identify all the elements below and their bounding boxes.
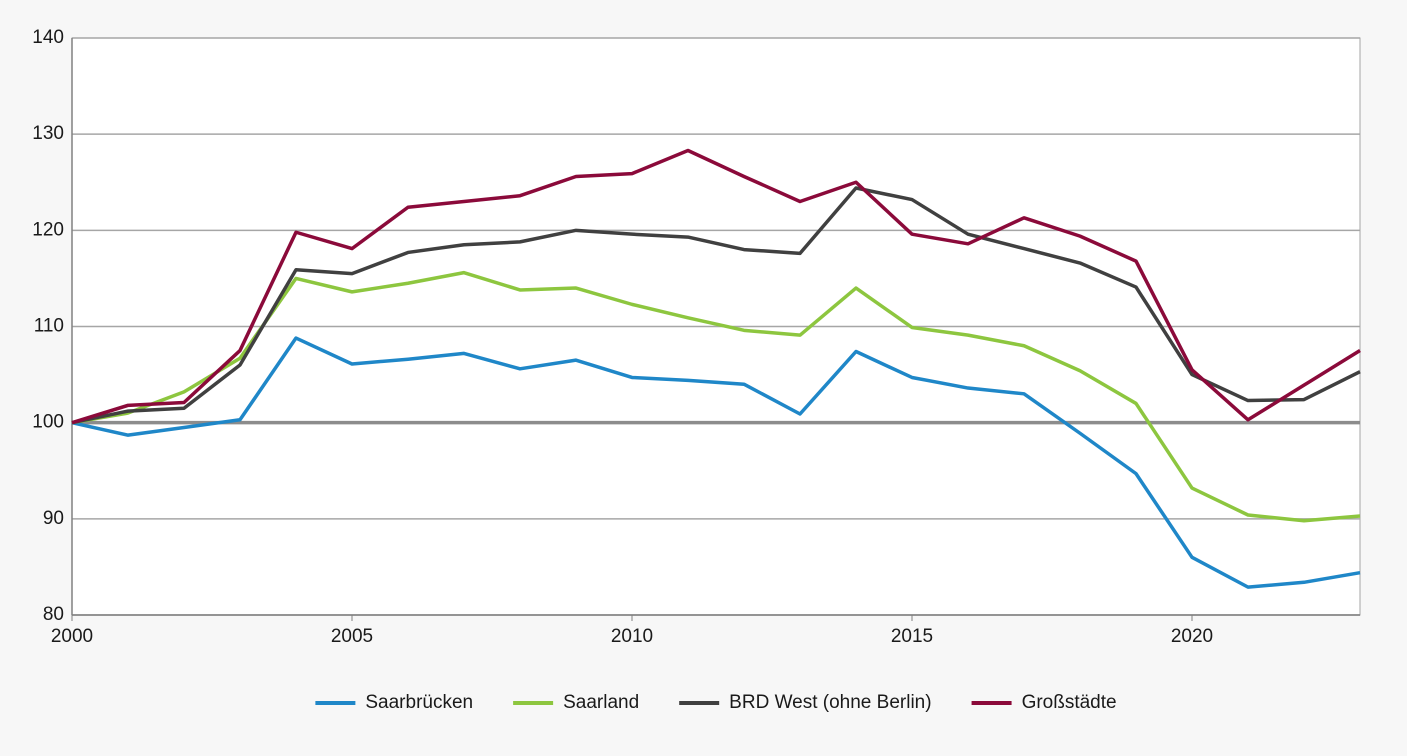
y-tick-label: 140	[32, 27, 64, 48]
y-tick-label: 110	[34, 316, 64, 337]
series-line	[71, 186, 1361, 425]
legend-label: BRD West (ohne Berlin)	[729, 692, 931, 713]
x-tick-label: 2005	[331, 626, 373, 647]
y-tick-label: 100	[32, 412, 64, 433]
x-tick-label: 2010	[611, 626, 653, 647]
series-line	[71, 148, 1361, 425]
series-line	[71, 270, 1361, 523]
legend-label: Großstädte	[1022, 692, 1117, 713]
legend-label: Saarbrücken	[365, 692, 473, 713]
x-tick-label: 2020	[1171, 626, 1213, 647]
y-tick-label: 90	[43, 508, 64, 529]
x-tick-label: 2015	[891, 626, 933, 647]
y-tick-label: 130	[32, 123, 64, 144]
y-tick-label: 80	[43, 604, 64, 625]
x-tick-label: 2000	[51, 626, 93, 647]
series-line	[71, 336, 1361, 589]
y-tick-label: 120	[32, 219, 64, 240]
legend-label: Saarland	[563, 692, 639, 713]
